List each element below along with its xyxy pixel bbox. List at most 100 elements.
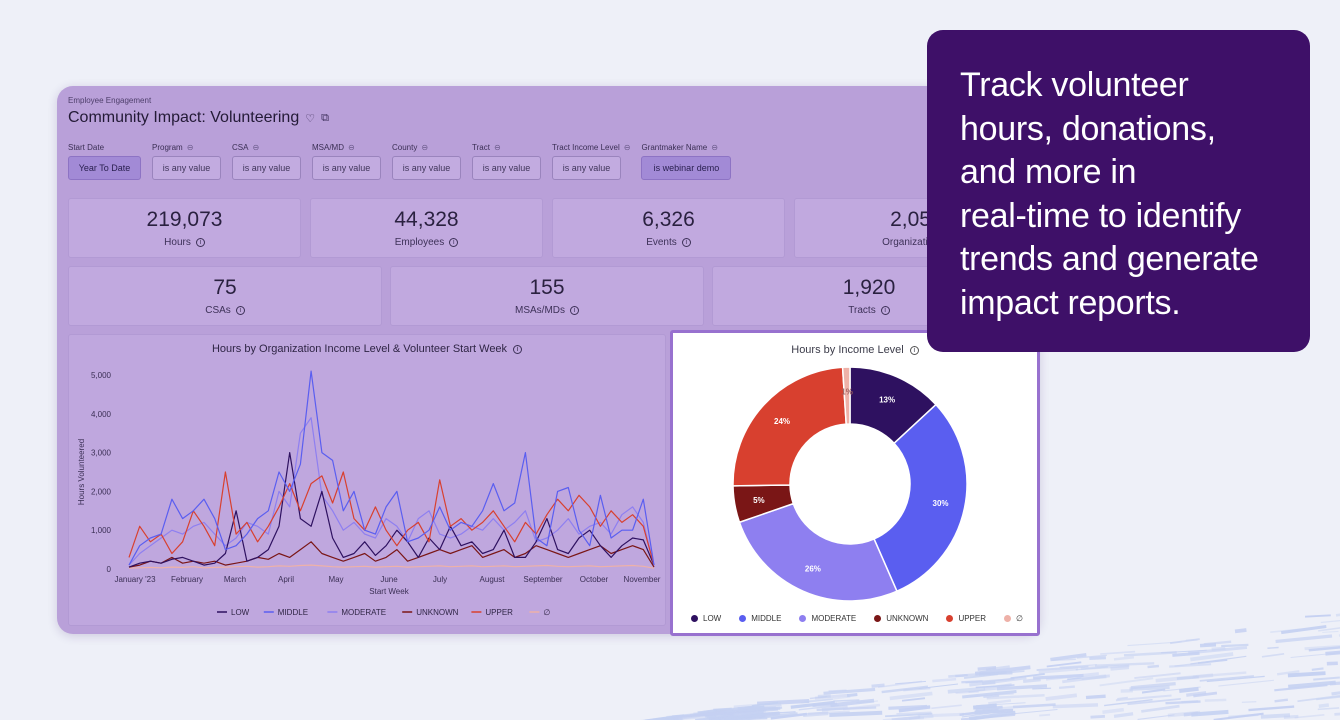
filter-label: MSA/MD ⊖ (312, 143, 355, 152)
legend-item[interactable]: MODERATE (327, 608, 386, 617)
legend-item[interactable]: MIDDLE (739, 614, 781, 623)
donut-slice-null[interactable] (841, 366, 851, 425)
line-chart-title: Hours by Organization Income Level & Vol… (69, 343, 665, 355)
info-icon[interactable]: i (681, 238, 691, 247)
filter-grantmaker-name-button[interactable]: is webinar demo (641, 156, 732, 180)
dashboard-section-label: Employee Engagement (68, 96, 152, 105)
info-icon[interactable]: i (570, 306, 579, 315)
heart-icon[interactable]: ♡ (305, 112, 316, 125)
legend-item[interactable]: ∅ (529, 608, 550, 617)
series-line-upper[interactable] (128, 471, 655, 566)
x-axis-label: Start Week (369, 587, 409, 596)
legend-item[interactable]: ∅ (1004, 614, 1023, 623)
x-tick-label: February (171, 575, 203, 584)
link-icon[interactable]: ⊖ (493, 143, 501, 152)
filter-county-button[interactable]: is any value (392, 156, 461, 180)
donut-data-label: 1% (841, 388, 853, 397)
series-line-low[interactable] (128, 452, 655, 568)
x-tick-label: March (224, 575, 246, 584)
donut-data-label: 5% (753, 496, 765, 505)
legend-dot (874, 615, 882, 622)
kpi-events: 6,326 Events i (552, 198, 785, 258)
legend-item[interactable]: UNKNOWN (874, 614, 928, 623)
kpi-label: MSAs/MDs i (515, 305, 579, 316)
kpi-value: 44,328 (394, 208, 459, 231)
info-icon[interactable]: i (513, 344, 523, 354)
filter-msa-md-button[interactable]: is any value (312, 156, 381, 180)
line-chart: 0 1,000 2,000 3,000 4,000 5,000 Hours Voluntee… (77, 370, 661, 617)
legend-label: LOW (703, 614, 722, 623)
filter-tract-income-level-button[interactable]: is any value (552, 156, 621, 180)
callout-line: hours, donations, (960, 109, 1216, 148)
filter-program-button[interactable]: is any value (152, 156, 221, 180)
donut-slice-upper[interactable] (732, 366, 847, 487)
x-tick-label: January '23 (114, 575, 156, 584)
filter-label: Program ⊖ (152, 143, 194, 152)
donut-data-label: 24% (774, 417, 790, 426)
link-icon[interactable]: ⊖ (711, 143, 718, 152)
legend-item[interactable]: UPPER (471, 608, 513, 617)
kpi-label: Employees i (395, 237, 459, 248)
filter-program: Program ⊖ is any value (152, 142, 221, 180)
legend-item[interactable]: MIDDLE (263, 608, 308, 617)
legend-label: UPPER (485, 608, 513, 617)
donut-data-label: 13% (879, 395, 895, 404)
info-icon[interactable]: i (195, 238, 205, 247)
y-tick-label: 3,000 (91, 449, 112, 458)
x-tick-label: October (580, 575, 609, 584)
legend-item[interactable]: LOW (217, 608, 250, 617)
series-line-null[interactable] (128, 564, 655, 569)
filter-tract-income-level: Tract Income Level ⊖ is any value (552, 142, 630, 180)
x-tick-label: September (523, 575, 562, 584)
legend-item[interactable]: UNKNOWN (402, 608, 459, 617)
y-tick-label: 0 (107, 565, 112, 574)
copy-icon[interactable]: ⧉ (321, 111, 329, 124)
legend-dot (739, 615, 747, 622)
legend-dot (1004, 615, 1011, 622)
legend-label: MODERATE (811, 614, 857, 623)
filter-bar: Start Date Year To Date Program ⊖ is any … (68, 142, 732, 180)
filter-tract: Tract ⊖ is any value (472, 142, 541, 180)
kpi-value: 75 (213, 276, 237, 299)
filter-csa-button[interactable]: is any value (232, 156, 301, 180)
link-icon[interactable]: ⊖ (348, 143, 355, 152)
x-tick-label: August (480, 575, 506, 584)
info-icon[interactable]: i (880, 306, 890, 315)
series-line-middle[interactable] (128, 370, 655, 566)
legend-label: MIDDLE (751, 614, 782, 623)
link-icon[interactable]: ⊖ (252, 143, 260, 152)
callout-box: Track volunteer hours, donations, and mo… (927, 30, 1310, 352)
legend-label: LOW (231, 608, 250, 617)
kpi-label: CSAs i (205, 305, 245, 316)
legend-item[interactable]: LOW (691, 614, 721, 623)
info-icon[interactable]: i (909, 345, 919, 355)
legend-item[interactable]: UPPER (946, 614, 986, 623)
series-line-unknown[interactable] (128, 541, 655, 568)
link-icon[interactable]: ⊖ (186, 143, 194, 152)
filter-label: Start Date (68, 143, 105, 152)
filter-tract-button[interactable]: is any value (472, 156, 541, 180)
kpi-value: 6,326 (642, 208, 695, 231)
callout-line: real-time to identify (960, 196, 1241, 235)
kpi-hours: 219,073 Hours i (68, 198, 301, 258)
legend-dot (799, 615, 807, 622)
donut-slice-middle[interactable] (873, 403, 968, 593)
filter-start-date-button[interactable]: Year To Date (68, 156, 141, 180)
link-icon[interactable]: ⊖ (421, 143, 429, 152)
kpi-value: 2,05 (890, 208, 931, 231)
info-icon[interactable]: i (235, 306, 245, 315)
x-tick-label: April (278, 575, 294, 584)
legend-item[interactable]: MODERATE (799, 614, 856, 623)
info-icon[interactable]: i (449, 238, 459, 247)
link-icon[interactable]: ⊖ (623, 143, 631, 152)
filter-label: CSA ⊖ (232, 143, 260, 152)
y-tick-label: 2,000 (91, 487, 112, 496)
kpi-msas-mds: 155 MSAs/MDs i (390, 266, 704, 326)
kpi-employees: 44,328 Employees i (310, 198, 543, 258)
donut-data-label: 30% (933, 499, 949, 508)
y-axis-label: Hours Volunteered (77, 439, 86, 505)
filter-county: County ⊖ is any value (392, 142, 461, 180)
line-chart-card: Hours by Organization Income Level & Vol… (68, 334, 666, 626)
donut-slice-moderate[interactable] (738, 502, 898, 602)
y-tick-label: 5,000 (91, 371, 112, 380)
